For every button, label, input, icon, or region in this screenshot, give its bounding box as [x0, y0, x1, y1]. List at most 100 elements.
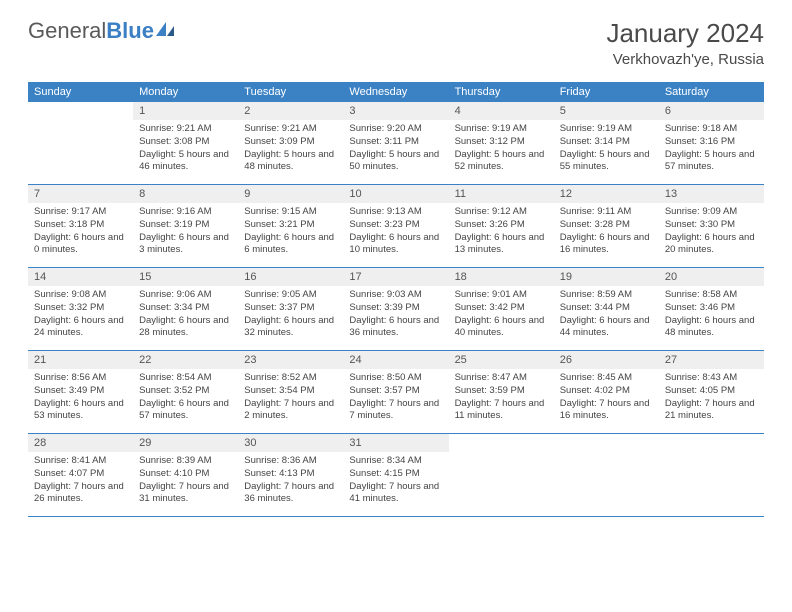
calendar-cell [449, 434, 554, 516]
daylight-text: Daylight: 6 hours and 44 minutes. [560, 315, 653, 341]
daylight-text: Daylight: 6 hours and 16 minutes. [560, 232, 653, 258]
sunrise-text: Sunrise: 8:36 AM [244, 455, 337, 468]
cell-body: Sunrise: 9:03 AMSunset: 3:39 PMDaylight:… [343, 286, 448, 340]
sunset-text: Sunset: 4:02 PM [560, 385, 653, 398]
day-number: 16 [238, 268, 343, 286]
calendar-cell: 3Sunrise: 9:20 AMSunset: 3:11 PMDaylight… [343, 102, 448, 184]
cell-body: Sunrise: 8:47 AMSunset: 3:59 PMDaylight:… [449, 369, 554, 423]
day-number: 31 [343, 434, 448, 452]
calendar-cell: 7Sunrise: 9:17 AMSunset: 3:18 PMDaylight… [28, 185, 133, 267]
cell-body: Sunrise: 8:43 AMSunset: 4:05 PMDaylight:… [659, 369, 764, 423]
logo-word1: General [28, 18, 106, 43]
cell-body: Sunrise: 9:17 AMSunset: 3:18 PMDaylight:… [28, 203, 133, 257]
cell-body: Sunrise: 9:01 AMSunset: 3:42 PMDaylight:… [449, 286, 554, 340]
sunset-text: Sunset: 3:54 PM [244, 385, 337, 398]
daylight-text: Daylight: 6 hours and 20 minutes. [665, 232, 758, 258]
daylight-text: Daylight: 5 hours and 48 minutes. [244, 149, 337, 175]
cell-body: Sunrise: 9:19 AMSunset: 3:14 PMDaylight:… [554, 120, 659, 174]
cell-body: Sunrise: 9:15 AMSunset: 3:21 PMDaylight:… [238, 203, 343, 257]
cell-body: Sunrise: 8:50 AMSunset: 3:57 PMDaylight:… [343, 369, 448, 423]
day-number: 6 [659, 102, 764, 120]
weeks-container: 1Sunrise: 9:21 AMSunset: 3:08 PMDaylight… [28, 102, 764, 517]
day-header-fri: Friday [554, 82, 659, 102]
sunrise-text: Sunrise: 9:15 AM [244, 206, 337, 219]
sunrise-text: Sunrise: 8:50 AM [349, 372, 442, 385]
daylight-text: Daylight: 6 hours and 13 minutes. [455, 232, 548, 258]
day-number: 1 [133, 102, 238, 120]
calendar-cell: 16Sunrise: 9:05 AMSunset: 3:37 PMDayligh… [238, 268, 343, 350]
daylight-text: Daylight: 6 hours and 57 minutes. [139, 398, 232, 424]
location: Verkhovazh'ye, Russia [606, 51, 764, 68]
daylight-text: Daylight: 7 hours and 2 minutes. [244, 398, 337, 424]
calendar-cell: 1Sunrise: 9:21 AMSunset: 3:08 PMDaylight… [133, 102, 238, 184]
day-number: 17 [343, 268, 448, 286]
day-number: 24 [343, 351, 448, 369]
sunrise-text: Sunrise: 8:47 AM [455, 372, 548, 385]
day-number: 30 [238, 434, 343, 452]
day-number: 15 [133, 268, 238, 286]
sunset-text: Sunset: 4:05 PM [665, 385, 758, 398]
calendar-cell: 27Sunrise: 8:43 AMSunset: 4:05 PMDayligh… [659, 351, 764, 433]
sunset-text: Sunset: 4:13 PM [244, 468, 337, 481]
cell-body: Sunrise: 9:21 AMSunset: 3:08 PMDaylight:… [133, 120, 238, 174]
day-number: 12 [554, 185, 659, 203]
cell-body: Sunrise: 8:45 AMSunset: 4:02 PMDaylight:… [554, 369, 659, 423]
calendar-cell: 31Sunrise: 8:34 AMSunset: 4:15 PMDayligh… [343, 434, 448, 516]
daylight-text: Daylight: 6 hours and 24 minutes. [34, 315, 127, 341]
daylight-text: Daylight: 5 hours and 46 minutes. [139, 149, 232, 175]
sunrise-text: Sunrise: 8:45 AM [560, 372, 653, 385]
logo-text: GeneralBlue [28, 18, 154, 44]
calendar-cell: 28Sunrise: 8:41 AMSunset: 4:07 PMDayligh… [28, 434, 133, 516]
logo-sail-icon [154, 20, 176, 43]
day-header-thu: Thursday [449, 82, 554, 102]
sunrise-text: Sunrise: 9:21 AM [244, 123, 337, 136]
day-number: 19 [554, 268, 659, 286]
daylight-text: Daylight: 6 hours and 36 minutes. [349, 315, 442, 341]
sunrise-text: Sunrise: 9:01 AM [455, 289, 548, 302]
daylight-text: Daylight: 6 hours and 48 minutes. [665, 315, 758, 341]
day-number: 10 [343, 185, 448, 203]
sunrise-text: Sunrise: 9:09 AM [665, 206, 758, 219]
sunset-text: Sunset: 3:57 PM [349, 385, 442, 398]
sunrise-text: Sunrise: 9:21 AM [139, 123, 232, 136]
day-header-wed: Wednesday [343, 82, 448, 102]
sunrise-text: Sunrise: 9:16 AM [139, 206, 232, 219]
sunrise-text: Sunrise: 8:54 AM [139, 372, 232, 385]
daylight-text: Daylight: 7 hours and 31 minutes. [139, 481, 232, 507]
sunrise-text: Sunrise: 8:39 AM [139, 455, 232, 468]
daylight-text: Daylight: 6 hours and 53 minutes. [34, 398, 127, 424]
sunrise-text: Sunrise: 8:52 AM [244, 372, 337, 385]
daylight-text: Daylight: 7 hours and 26 minutes. [34, 481, 127, 507]
cell-body: Sunrise: 9:19 AMSunset: 3:12 PMDaylight:… [449, 120, 554, 174]
sunrise-text: Sunrise: 9:18 AM [665, 123, 758, 136]
sunset-text: Sunset: 3:34 PM [139, 302, 232, 315]
cell-body: Sunrise: 9:05 AMSunset: 3:37 PMDaylight:… [238, 286, 343, 340]
daylight-text: Daylight: 6 hours and 32 minutes. [244, 315, 337, 341]
sunset-text: Sunset: 4:10 PM [139, 468, 232, 481]
sunrise-text: Sunrise: 8:43 AM [665, 372, 758, 385]
calendar-cell: 25Sunrise: 8:47 AMSunset: 3:59 PMDayligh… [449, 351, 554, 433]
day-number: 18 [449, 268, 554, 286]
month-title: January 2024 [606, 18, 764, 49]
sunrise-text: Sunrise: 9:05 AM [244, 289, 337, 302]
sunset-text: Sunset: 3:42 PM [455, 302, 548, 315]
calendar-cell: 14Sunrise: 9:08 AMSunset: 3:32 PMDayligh… [28, 268, 133, 350]
daylight-text: Daylight: 6 hours and 0 minutes. [34, 232, 127, 258]
sunset-text: Sunset: 3:30 PM [665, 219, 758, 232]
sunrise-text: Sunrise: 9:19 AM [455, 123, 548, 136]
sunrise-text: Sunrise: 9:08 AM [34, 289, 127, 302]
calendar-cell: 6Sunrise: 9:18 AMSunset: 3:16 PMDaylight… [659, 102, 764, 184]
week-row: 28Sunrise: 8:41 AMSunset: 4:07 PMDayligh… [28, 434, 764, 517]
day-number: 2 [238, 102, 343, 120]
day-number: 9 [238, 185, 343, 203]
sunset-text: Sunset: 3:32 PM [34, 302, 127, 315]
sunrise-text: Sunrise: 9:17 AM [34, 206, 127, 219]
day-number: 25 [449, 351, 554, 369]
calendar-cell: 20Sunrise: 8:58 AMSunset: 3:46 PMDayligh… [659, 268, 764, 350]
logo: GeneralBlue [28, 18, 176, 44]
day-number: 22 [133, 351, 238, 369]
calendar-cell: 24Sunrise: 8:50 AMSunset: 3:57 PMDayligh… [343, 351, 448, 433]
cell-body: Sunrise: 9:09 AMSunset: 3:30 PMDaylight:… [659, 203, 764, 257]
week-row: 1Sunrise: 9:21 AMSunset: 3:08 PMDaylight… [28, 102, 764, 185]
daylight-text: Daylight: 7 hours and 7 minutes. [349, 398, 442, 424]
